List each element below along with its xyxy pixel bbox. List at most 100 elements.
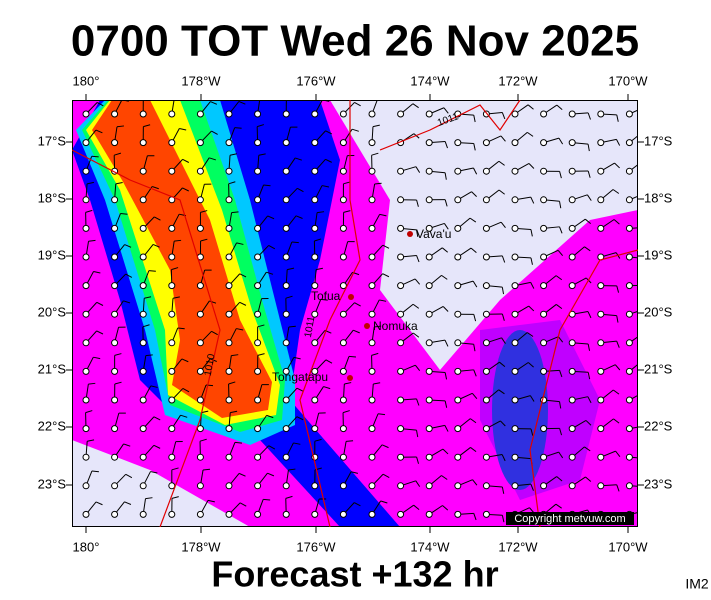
barb-feather bbox=[88, 239, 96, 242]
station bbox=[540, 339, 548, 347]
station bbox=[139, 224, 147, 232]
barb-feather bbox=[500, 420, 506, 427]
station bbox=[254, 167, 262, 175]
barb-feather bbox=[88, 382, 96, 385]
barb-feather bbox=[558, 451, 564, 459]
barb-feather bbox=[412, 103, 419, 109]
station bbox=[597, 139, 605, 147]
barb-feather bbox=[257, 124, 265, 128]
station bbox=[339, 367, 347, 375]
station bbox=[511, 482, 519, 490]
barb-feather bbox=[374, 182, 382, 185]
barb-feather bbox=[444, 400, 448, 408]
station bbox=[254, 453, 262, 461]
barb-feather bbox=[414, 278, 421, 285]
barb-feather bbox=[120, 213, 128, 215]
barb-feather bbox=[207, 499, 215, 503]
station bbox=[425, 367, 433, 375]
station bbox=[482, 196, 490, 204]
barb-feather bbox=[441, 274, 448, 280]
station bbox=[168, 453, 176, 461]
barb-feather bbox=[616, 315, 619, 323]
barb-feather bbox=[559, 201, 562, 209]
barb-feather bbox=[501, 337, 506, 344]
station bbox=[482, 396, 490, 404]
station bbox=[568, 224, 576, 232]
station bbox=[225, 139, 233, 147]
barb-feather bbox=[555, 275, 563, 281]
barb-feather bbox=[171, 467, 179, 471]
station bbox=[196, 196, 204, 204]
station bbox=[540, 453, 548, 461]
station bbox=[540, 282, 548, 290]
station bbox=[368, 510, 376, 518]
barb-feather bbox=[642, 334, 647, 338]
lon-label: 172°W bbox=[498, 539, 538, 554]
barb-feather bbox=[616, 340, 620, 348]
barb-feather bbox=[471, 191, 477, 197]
station bbox=[568, 110, 576, 118]
barb-feather bbox=[267, 215, 275, 220]
barb-feather bbox=[613, 389, 620, 395]
station bbox=[168, 339, 176, 347]
barb-feather bbox=[143, 96, 150, 98]
station bbox=[139, 139, 147, 147]
barb-feather bbox=[555, 304, 563, 310]
barb-feather bbox=[234, 127, 242, 129]
station bbox=[139, 367, 147, 375]
station bbox=[82, 396, 90, 404]
station bbox=[111, 339, 119, 347]
station bbox=[225, 253, 233, 261]
station bbox=[196, 367, 204, 375]
barb-feather bbox=[382, 473, 390, 478]
barb-feather bbox=[150, 385, 158, 388]
barb-feather bbox=[325, 359, 333, 364]
station bbox=[482, 453, 490, 461]
station bbox=[111, 110, 119, 118]
barb-feather bbox=[444, 141, 448, 149]
barb-feather bbox=[182, 388, 190, 393]
station bbox=[397, 453, 405, 461]
station bbox=[282, 253, 290, 261]
barb-feather bbox=[314, 438, 322, 442]
barb-feather bbox=[471, 392, 478, 399]
station bbox=[196, 453, 204, 461]
barb-feather bbox=[323, 386, 331, 390]
barb-feather bbox=[528, 305, 535, 312]
station bbox=[511, 425, 519, 433]
barb-feather bbox=[414, 364, 421, 372]
barb-feather bbox=[296, 387, 304, 392]
station bbox=[482, 310, 490, 318]
barb-feather bbox=[144, 296, 152, 299]
station bbox=[482, 510, 490, 518]
station bbox=[597, 396, 605, 404]
station bbox=[311, 110, 319, 118]
station bbox=[568, 367, 576, 375]
station bbox=[397, 110, 405, 118]
station bbox=[82, 367, 90, 375]
barb-feather bbox=[350, 471, 358, 474]
station bbox=[425, 453, 433, 461]
station bbox=[625, 282, 633, 290]
station bbox=[625, 482, 633, 490]
barb-feather bbox=[416, 398, 420, 406]
map-field bbox=[72, 96, 647, 527]
barb-feather bbox=[379, 213, 387, 217]
barb-feather bbox=[314, 238, 322, 242]
barb-feather bbox=[96, 301, 104, 306]
station bbox=[625, 367, 633, 375]
station bbox=[282, 282, 290, 290]
barb-feather bbox=[321, 185, 330, 188]
station bbox=[511, 224, 519, 232]
station bbox=[282, 482, 290, 490]
barb-feather bbox=[412, 332, 420, 338]
barb-feather bbox=[199, 438, 207, 442]
station bbox=[597, 339, 605, 347]
barb-feather bbox=[498, 389, 505, 395]
station bbox=[397, 396, 405, 404]
station bbox=[168, 167, 176, 175]
barb-feather bbox=[114, 381, 122, 385]
barb-feather bbox=[530, 257, 533, 265]
station bbox=[454, 253, 462, 261]
barb-feather bbox=[416, 456, 420, 464]
